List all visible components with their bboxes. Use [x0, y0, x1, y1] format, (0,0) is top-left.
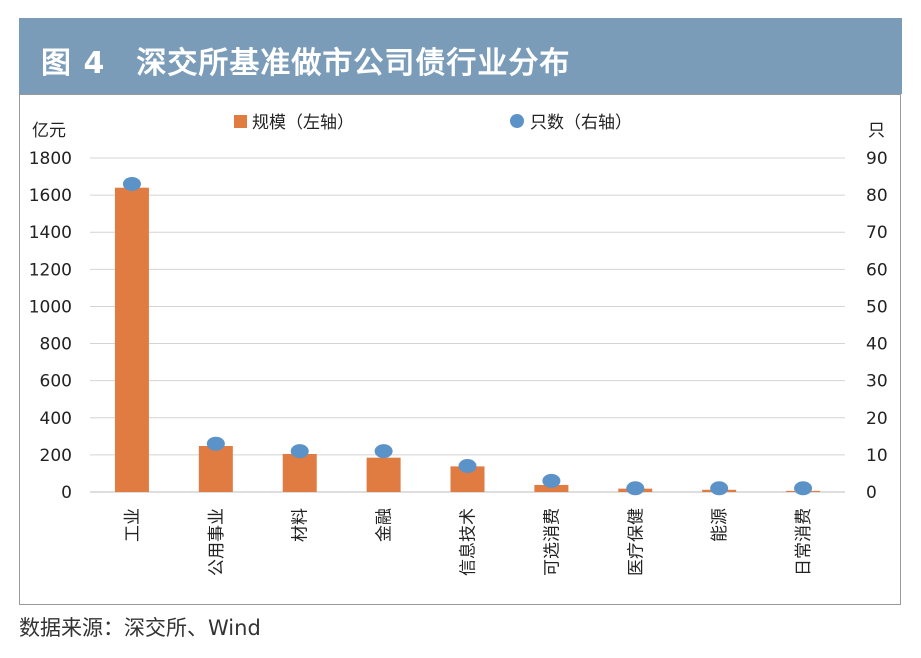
- y-left-tick-label: 1400: [29, 223, 72, 243]
- chart: 0 200 400 600 800 1000 1200 1400 1600 1800 0 10 20 30…: [29, 113, 888, 576]
- legend-label-dot: 只数（右轴）: [530, 113, 632, 133]
- y-right-tick-label: 30: [866, 372, 888, 392]
- scatter-point: [374, 444, 393, 459]
- scatter-point: [710, 481, 729, 496]
- y-right-tick-label: 10: [866, 446, 888, 466]
- y-right-tick-label: 60: [866, 260, 888, 280]
- x-category-label: 能源: [710, 508, 730, 542]
- legend-label-bar: 规模（左轴）: [252, 113, 354, 133]
- y-left-tick-label: 1600: [29, 186, 72, 206]
- bar: [366, 457, 401, 492]
- x-category-label: 金融: [375, 508, 395, 542]
- y-right-tick-label: 80: [866, 186, 888, 206]
- x-category-label: 可选消费: [542, 508, 562, 576]
- scatter-point: [122, 176, 141, 191]
- y-left-axis-label: 亿元: [32, 121, 66, 141]
- bar: [198, 445, 233, 492]
- y-right-tick-label: 0: [866, 483, 877, 503]
- scatter-point: [542, 473, 561, 488]
- x-category-label: 材料: [291, 508, 311, 542]
- y-left-tick-label: 1000: [29, 297, 72, 317]
- bar: [282, 453, 317, 492]
- bar: [114, 187, 149, 492]
- bar: [534, 484, 569, 492]
- legend-swatch-bar: [234, 115, 247, 128]
- x-category-label: 医疗保健: [626, 508, 646, 576]
- x-category-label: 信息技术: [459, 508, 479, 576]
- y-left-tick-label: 800: [40, 335, 72, 355]
- y-left-tick-label: 600: [40, 372, 72, 392]
- y-right-axis-label: 只: [868, 121, 885, 141]
- y-right-tick-label: 20: [866, 409, 888, 429]
- y-left-tick-label: 1200: [29, 260, 72, 280]
- chart-frame: [19, 94, 901, 605]
- y-right-tick-label: 90: [866, 149, 888, 169]
- source-note: 数据来源：深交所、Wind: [19, 616, 261, 640]
- y-left-tick-label: 1800: [29, 149, 72, 169]
- x-category-label: 公用事业: [207, 508, 227, 576]
- y-left-tick-label: 200: [40, 446, 72, 466]
- x-category-label: 工业: [123, 508, 143, 542]
- scatter-point: [458, 459, 477, 474]
- y-left-tick-label: 400: [40, 409, 72, 429]
- scatter-point: [290, 444, 309, 459]
- scatter-point: [626, 481, 645, 496]
- figure-title-bar: 图 4 深交所基准做市公司债行业分布: [19, 18, 902, 94]
- scatter-point: [206, 436, 225, 451]
- x-category-label: 日常消费: [794, 508, 814, 576]
- y-right-tick-label: 40: [866, 335, 888, 355]
- y-left-tick-label: 0: [61, 483, 72, 503]
- y-right-tick-label: 70: [866, 223, 888, 243]
- scatter-point: [794, 481, 813, 496]
- figure-title: 图 4 深交所基准做市公司债行业分布: [41, 46, 571, 81]
- y-right-tick-label: 50: [866, 297, 888, 317]
- legend-swatch-dot: [510, 114, 524, 128]
